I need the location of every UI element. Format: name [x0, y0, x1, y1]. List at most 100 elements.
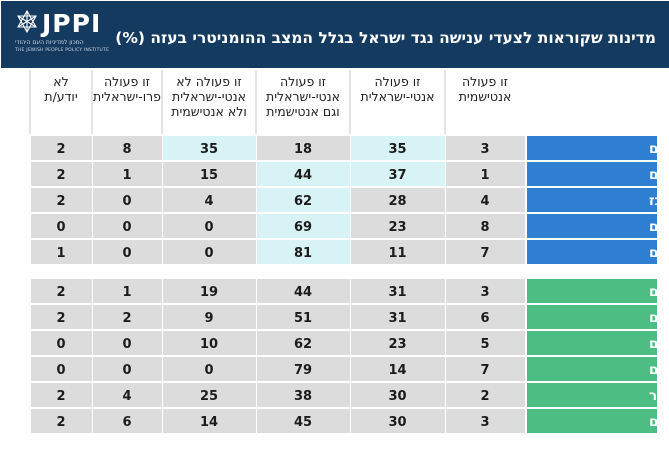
- data-value: 30: [388, 389, 406, 404]
- data-value: 2: [122, 311, 131, 326]
- logo-wordmark: JPPI: [42, 9, 102, 38]
- data-cell: [163, 383, 256, 407]
- data-value: 0: [204, 220, 213, 235]
- data-cell: [351, 188, 445, 212]
- data-value: 4: [122, 389, 131, 404]
- data-cell: [93, 162, 162, 186]
- column-header: זו פעולה אנטישמית: [459, 74, 512, 104]
- data-value: 0: [56, 220, 65, 235]
- data-cell: [351, 305, 445, 329]
- data-cell: [446, 305, 525, 329]
- data-cell: [93, 409, 162, 433]
- row-label: נוטים לשמרנים: [649, 219, 657, 235]
- data-value: 35: [388, 142, 406, 157]
- column-header: לא יודע/ת: [44, 74, 77, 104]
- data-cell: [446, 409, 525, 433]
- data-cell: [257, 214, 350, 238]
- data-cell: [163, 136, 256, 160]
- data-cell: [351, 136, 445, 160]
- data-value: 31: [388, 285, 406, 300]
- row-label-cell: [527, 357, 657, 381]
- column-header-line: לא: [53, 74, 68, 89]
- data-cell: [31, 383, 92, 407]
- row-label: קונסרבטיבים: [649, 310, 657, 326]
- data-cell: [446, 240, 525, 264]
- data-value: 2: [480, 389, 489, 404]
- data-value: 79: [294, 363, 312, 378]
- data-cell: [163, 162, 256, 186]
- data-value: 2: [56, 168, 65, 183]
- data-value: 2: [56, 194, 65, 209]
- data-value: 44: [294, 285, 312, 300]
- data-cell: [446, 188, 525, 212]
- data-cell: [351, 162, 445, 186]
- column-header-line: יודע/ת: [44, 89, 77, 104]
- data-cell: [257, 136, 350, 160]
- row-label: ללא זרם: [649, 414, 657, 430]
- data-cell: [163, 240, 256, 264]
- row-label-cell: [527, 331, 657, 355]
- data-cell: [93, 214, 162, 238]
- data-cell: [446, 383, 525, 407]
- data-cell: [257, 188, 350, 212]
- data-cell: [163, 409, 256, 433]
- data-value: 14: [200, 415, 218, 430]
- data-cell: [257, 162, 350, 186]
- data-value: 30: [388, 415, 406, 430]
- data-value: 35: [200, 142, 218, 157]
- column-header: זו פעולה לא אנטי-ישראלית ולא אנטישמית: [171, 74, 246, 119]
- data-cell: [351, 357, 445, 381]
- data-cell: [93, 357, 162, 381]
- data-cell: [31, 188, 92, 212]
- data-cell: [93, 279, 162, 303]
- data-cell: [163, 305, 256, 329]
- data-cell: [31, 279, 92, 303]
- data-cell: [31, 136, 92, 160]
- data-value: 1: [56, 246, 65, 261]
- row-label-cell: [527, 214, 657, 238]
- column-header-line: וגם אנטישמית: [266, 104, 339, 119]
- data-value: 5: [480, 337, 489, 352]
- data-value: 37: [388, 168, 406, 183]
- jppi-logo: JPPI המכון למדיניות העם היהודי THE JEWIS…: [15, 9, 110, 59]
- data-cell: [31, 409, 92, 433]
- data-cell: [351, 279, 445, 303]
- data-value: 3: [480, 142, 489, 157]
- data-value: 7: [480, 363, 489, 378]
- column-header-line: אנטישמית: [459, 89, 512, 104]
- data-cell: [351, 409, 445, 433]
- data-value: 62: [294, 194, 312, 209]
- row-label: רפורמים: [649, 284, 657, 300]
- data-value: 10: [200, 337, 218, 352]
- data-value: 15: [200, 168, 218, 183]
- data-cell: [31, 162, 92, 186]
- column-header-line: זו פעולה: [104, 74, 150, 89]
- data-cell: [163, 357, 256, 381]
- data-cell: [93, 240, 162, 264]
- data-cell: [163, 279, 256, 303]
- data-value: 0: [56, 337, 65, 352]
- data-value: 31: [388, 311, 406, 326]
- data-value: 2: [56, 285, 65, 300]
- column-header-line: זו פעולה לא: [176, 74, 241, 89]
- data-value: 2: [56, 142, 65, 157]
- column-header: זו פעולה אנטי-ישראלית וגם אנטישמית: [266, 74, 340, 119]
- data-value: 7: [480, 246, 489, 261]
- data-value: 45: [294, 415, 312, 430]
- data-cell: [31, 240, 92, 264]
- row-label-cell: [527, 383, 657, 407]
- row-label-cell: [527, 240, 657, 264]
- data-cell: [257, 305, 350, 329]
- data-value: 6: [480, 311, 489, 326]
- data-cell: [93, 136, 162, 160]
- data-cell: [93, 331, 162, 355]
- data-value: 44: [294, 168, 312, 183]
- data-value: 18: [294, 142, 312, 157]
- data-cell: [163, 331, 256, 355]
- header-bar: JPPI המכון למדיניות העם היהודי THE JEWIS…: [1, 1, 669, 68]
- column-header: זו פעולה פרו-ישראלית: [93, 74, 161, 104]
- data-value: 1: [480, 168, 489, 183]
- data-value: 0: [122, 246, 131, 261]
- data-value: 11: [388, 246, 406, 261]
